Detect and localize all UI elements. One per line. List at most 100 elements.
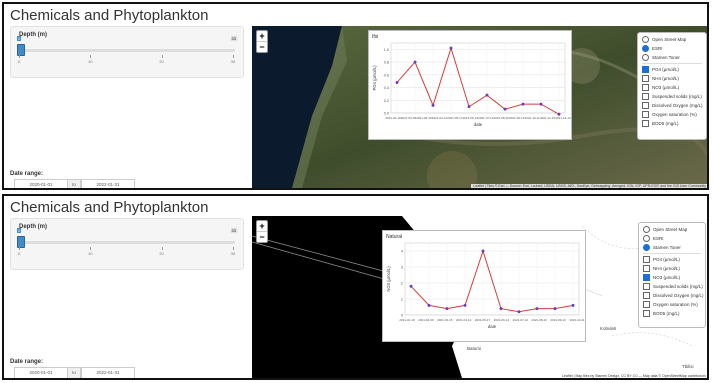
checkbox[interactable] [643, 283, 650, 291]
slider-max-label: 33 [230, 36, 237, 41]
y-tick-label: 0.0 [384, 112, 389, 116]
depth-slider-handle[interactable] [17, 236, 25, 248]
x-tick-label: 2021-02-09 [418, 318, 434, 322]
checkbox[interactable] [643, 256, 650, 264]
zoom-in-button[interactable]: + [257, 31, 267, 42]
base-layer-option[interactable]: Open Street Map [642, 35, 702, 44]
base-layer-option[interactable]: Stamen Toner [642, 53, 702, 62]
data-point [395, 80, 399, 84]
data-point [535, 307, 539, 311]
layer-label: Open Street Map [653, 227, 688, 232]
checkbox[interactable] [643, 292, 650, 300]
x-tick-label: 2021-01-19 [399, 318, 415, 322]
checkbox[interactable] [643, 274, 650, 282]
radio-button[interactable] [643, 235, 650, 243]
y-tick-label: 1.0 [384, 48, 389, 52]
depth-slider-track[interactable] [19, 49, 235, 52]
checkbox[interactable] [642, 102, 649, 110]
radio-button[interactable] [642, 36, 649, 44]
base-layer-option[interactable]: ESRI [643, 234, 701, 243]
map-view[interactable]: + − Ifsi 0.0 0.2 0.4 0.6 0.8 1.0 2021-01-19 2021… [252, 26, 707, 188]
checkbox[interactable] [642, 84, 649, 92]
chart-title: Ifsi [372, 34, 378, 40]
panel-1: Chemicals and Phytoplankton Depth (m) 0 … [2, 2, 709, 190]
data-point [427, 303, 431, 307]
x-tick-label: 2021-06-14 [463, 116, 479, 120]
overlay-layer-option[interactable]: BOD5 (mg/L) [642, 119, 702, 128]
y-tick-label: 4 [401, 250, 403, 254]
depth-slider-handle[interactable] [17, 44, 25, 56]
tick-label: 10 [88, 59, 93, 64]
overlay-layer-option[interactable]: NO3 (µmol/L) [643, 273, 701, 282]
layer-label: Oxygen saturation (%) [652, 112, 697, 117]
map-view[interactable]: Kvariani Batumi Kobuleti Tbilisi + − Nat… [252, 216, 707, 378]
checkbox[interactable] [643, 310, 650, 318]
overlay-layer-option[interactable]: BOD5 (mg/L) [643, 309, 701, 318]
x-tick-label: 2021-10-11 [569, 318, 584, 322]
layer-label: ESRI [653, 236, 664, 241]
date-start-input[interactable]: 2020-01-01 [14, 179, 68, 188]
zoom-in-button[interactable]: + [257, 221, 267, 232]
depth-slider-track[interactable] [19, 241, 235, 244]
overlay-layer-option[interactable]: PO4 (µmol/L) [642, 65, 702, 74]
checkbox[interactable] [642, 111, 649, 119]
series-line [410, 249, 574, 313]
checkbox[interactable] [642, 120, 649, 128]
checkbox[interactable] [642, 75, 649, 83]
overlay-layer-option[interactable]: Dissolved Oxygen (mg/L) [642, 101, 703, 110]
overlay-layer-option[interactable]: NH4 (µmol/L) [642, 74, 702, 83]
radio-button[interactable] [643, 226, 650, 234]
overlay-layer-option[interactable]: Oxygen saturation (%) [643, 300, 701, 309]
date-start-input[interactable]: 2020-01-01 [14, 367, 68, 378]
radio-button[interactable] [643, 244, 650, 252]
radio-button[interactable] [642, 54, 649, 62]
layer-label: BOD5 (mg/L) [652, 121, 679, 126]
overlay-layer-option[interactable]: NO3 (µmol/L) [642, 83, 702, 92]
date-range-label: Date range: [10, 171, 44, 177]
slider-min-label: 0 [17, 228, 22, 233]
overlay-layer-option[interactable]: PO4 (µmol/L) [643, 255, 701, 264]
x-tick-label: 2021-08-16 [494, 116, 510, 120]
checkbox[interactable] [643, 265, 650, 273]
chart-title: Natural [386, 234, 402, 240]
zoom-control: + − [256, 30, 268, 53]
radio-button[interactable] [642, 45, 649, 53]
overlay-layer-option[interactable]: Suspended solids (mg/L) [643, 282, 703, 291]
base-layer-option[interactable]: Stamen Toner [643, 243, 701, 252]
base-layer-option[interactable]: ESRI [642, 44, 702, 53]
x-tick-label: 2021-01-19 [385, 116, 401, 120]
layer-label: NH4 (µmol/L) [652, 76, 679, 81]
data-point [517, 310, 521, 314]
y-axis-label: PO4 (µmol/L) [372, 65, 377, 91]
date-end-input[interactable]: 2022-01-31 [81, 367, 135, 378]
x-tick-label: 2021-12-13 [555, 116, 571, 120]
checkbox[interactable] [642, 66, 649, 74]
layer-label: Open Street Map [652, 37, 687, 42]
plot-frame [390, 42, 566, 114]
zoom-out-button[interactable]: − [259, 42, 265, 52]
date-end-input[interactable]: 2022-01-31 [81, 179, 135, 188]
x-tick-label: 2021-10-11 [525, 116, 540, 120]
layer-divider [643, 253, 701, 254]
layer-label: Dissolved Oxygen (mg/L) [652, 103, 703, 108]
page-title: Chemicals and Phytoplankton [10, 199, 209, 216]
tick-label: 0 [17, 251, 21, 256]
x-tick-label: 2021-07-12 [513, 318, 529, 322]
checkbox[interactable] [643, 301, 650, 309]
data-point [485, 93, 489, 97]
overlay-layer-option[interactable]: Dissolved Oxygen (mg/L) [643, 291, 704, 300]
data-point [409, 284, 413, 288]
y-axis-label: NO3 (µmol/L) [386, 266, 391, 292]
base-layer-option[interactable]: Open Street Map [643, 225, 701, 234]
overlay-layer-option[interactable]: Suspended solids (mg/L) [642, 92, 702, 101]
tick-label: 30 [230, 251, 236, 256]
x-tick-label: 2021-03-15 [437, 318, 453, 322]
overlay-layer-option[interactable]: Oxygen saturation (%) [642, 110, 702, 119]
checkbox[interactable] [642, 93, 649, 101]
panel-2: Chemicals and Phytoplankton Depth (m) 0 … [2, 194, 709, 380]
data-point [467, 105, 471, 109]
overlay-layer-option[interactable]: NH4 (µmol/L) [643, 264, 701, 273]
chart-popup: Natural 0 1 2 3 4 2021-01-19 2021-02-09 2021-03-… [382, 230, 586, 342]
zoom-out-button[interactable]: − [259, 232, 265, 242]
y-tick-label: 2 [401, 282, 403, 286]
